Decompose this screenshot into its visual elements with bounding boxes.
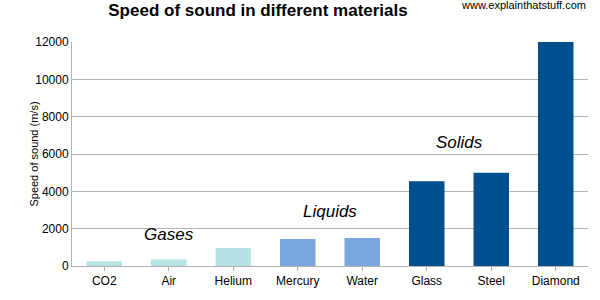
svg-text:2000: 2000 <box>42 222 69 236</box>
svg-text:CO2: CO2 <box>92 274 117 288</box>
svg-text:Air: Air <box>161 274 176 288</box>
svg-text:Liquids: Liquids <box>303 202 357 221</box>
svg-text:Water: Water <box>346 274 378 288</box>
svg-text:Diamond: Diamond <box>532 274 580 288</box>
svg-text:6000: 6000 <box>42 147 69 161</box>
svg-text:4000: 4000 <box>42 185 69 199</box>
svg-text:Glass: Glass <box>411 274 442 288</box>
svg-text:Solids: Solids <box>436 133 483 152</box>
svg-text:Steel: Steel <box>478 274 505 288</box>
svg-text:Speed of sound in different ma: Speed of sound in different materials <box>108 1 407 20</box>
svg-text:Speed of sound (m/s): Speed of sound (m/s) <box>28 101 40 206</box>
svg-text:8000: 8000 <box>42 110 69 124</box>
svg-text:12000: 12000 <box>35 35 69 49</box>
svg-text:Gases: Gases <box>144 225 194 244</box>
svg-text:10000: 10000 <box>35 73 69 87</box>
svg-text:Helium: Helium <box>215 274 252 288</box>
svg-text:www.explainthatstuff.com: www.explainthatstuff.com <box>461 0 586 11</box>
svg-text:0: 0 <box>62 259 69 273</box>
svg-text:Mercury: Mercury <box>276 274 319 288</box>
